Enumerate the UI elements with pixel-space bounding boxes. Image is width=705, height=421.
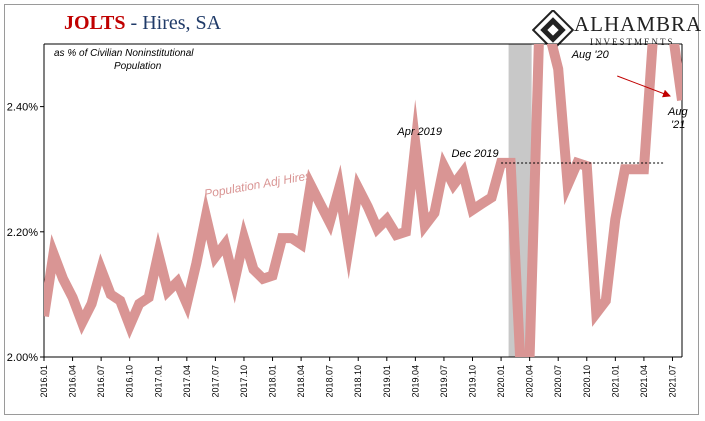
x-tick-label: 2018.07	[325, 365, 335, 398]
logo-name: ALHAMBRA	[574, 12, 703, 36]
series-line	[44, 44, 682, 357]
x-tick-label: 2016.10	[125, 365, 135, 398]
x-tick-label: 2020.07	[553, 365, 563, 398]
x-tick-label: 2017.10	[239, 365, 249, 398]
series-label: Population Adj Hires	[203, 168, 312, 201]
x-tick-label: 2021.04	[639, 365, 649, 398]
logo-subtitle: INVESTMENTS	[590, 37, 675, 47]
annotation-apr2019: Apr 2019	[396, 126, 442, 138]
x-tick-label: 2020.10	[582, 365, 592, 398]
y-tick-label: 2.00%	[7, 352, 38, 364]
chart-frame	[4, 4, 699, 415]
x-tick-label: 2020.04	[525, 365, 535, 398]
x-tick-label: 2018.04	[296, 365, 306, 398]
aug-arrow	[617, 75, 671, 98]
x-tick-label: 2017.07	[210, 365, 220, 398]
x-tick-label: 2018.01	[268, 365, 278, 398]
annotation-aug21-line2: '21	[671, 119, 685, 131]
x-tick-label: 2019.04	[410, 365, 420, 398]
alhambra-logo-icon	[532, 10, 575, 50]
x-tick-label: 2016.04	[68, 365, 78, 398]
y-tick-label: 2.40%	[7, 102, 38, 114]
subtitle-line1: as % of Civilian Noninstitutional	[54, 48, 194, 59]
chart-title: JOLTS - Hires, SA	[64, 12, 221, 35]
x-tick-label: 2018.10	[353, 365, 363, 398]
x-tick-label: 2021.07	[667, 365, 677, 398]
y-tick-label: 2.20%	[7, 227, 38, 239]
x-tick-label: 2016.01	[39, 365, 49, 398]
x-tick-label: 2017.04	[182, 365, 192, 398]
title-main: JOLTS	[64, 12, 126, 34]
annotation-aug20: Aug '20	[571, 49, 610, 61]
title-rest: - Hires, SA	[125, 12, 222, 34]
x-tick-label: 2020.01	[496, 365, 506, 398]
x-tick-label: 2019.10	[468, 365, 478, 398]
annotation-dec2019: Dec 2019	[452, 148, 499, 160]
x-tick-label: 2019.07	[439, 365, 449, 398]
x-tick-label: 2021.01	[610, 365, 620, 398]
x-tick-label: 2016.07	[96, 365, 106, 398]
annotation-aug21-line1: Aug	[667, 106, 688, 118]
x-tick-label: 2017.01	[153, 365, 163, 398]
subtitle-line2: Population	[114, 61, 162, 72]
x-tick-label: 2019.01	[382, 365, 392, 398]
